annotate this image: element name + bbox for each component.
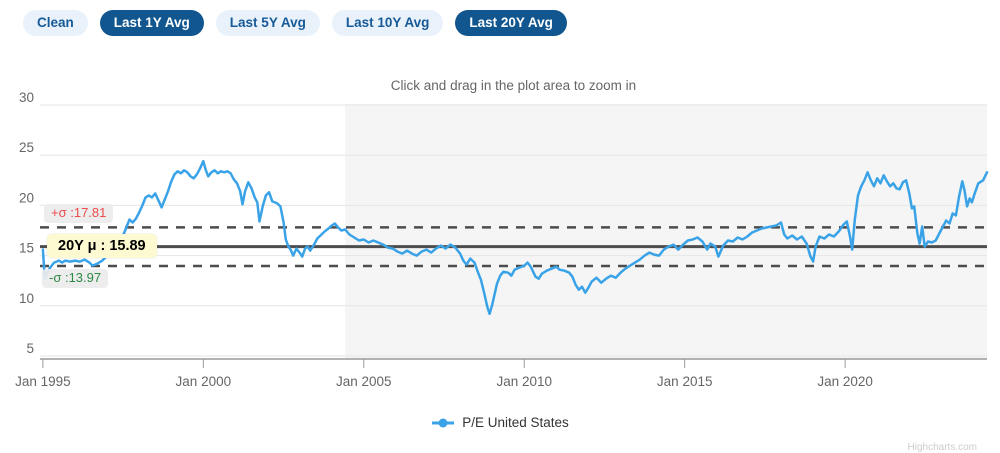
- toolbar-button-last-5y-avg[interactable]: Last 5Y Avg: [215, 10, 320, 37]
- chart-subtitle: Click and drag in the plot area to zoom …: [390, 78, 637, 93]
- y-axis-label: 5: [26, 341, 34, 356]
- legend-marker-icon: [432, 418, 455, 427]
- highcharts-credit-link[interactable]: Highcharts.com: [907, 442, 977, 453]
- legend-label: P/E United States: [462, 415, 569, 430]
- x-axis-label: Jan 2020: [817, 374, 873, 389]
- x-axis-label: Jan 2005: [336, 374, 392, 389]
- legend-item-pe-united-states[interactable]: P/E United States: [0, 415, 1000, 430]
- x-axis-label: Jan 1995: [15, 374, 71, 389]
- toolbar-button-last-10y-avg[interactable]: Last 10Y Avg: [331, 10, 444, 37]
- y-axis-label: 25: [19, 140, 34, 155]
- y-axis-label: 20: [19, 190, 34, 205]
- average-filter-toolbar: Clean Last 1Y Avg Last 5Y Avg Last 10Y Avg L…: [23, 10, 567, 37]
- y-axis-label: 15: [19, 241, 34, 256]
- plot-line-label-upper-sigma: +σ :17.81: [44, 204, 114, 224]
- x-axis-label: Jan 2015: [657, 374, 713, 389]
- toolbar-button-last-1y-avg[interactable]: Last 1Y Avg: [99, 10, 204, 37]
- plot-line-label-lower-sigma: -σ :13.97: [42, 268, 109, 288]
- toolbar-button-last-20y-avg[interactable]: Last 20Y Avg: [455, 10, 567, 37]
- toolbar-button-clean[interactable]: Clean: [23, 10, 88, 37]
- x-axis-label: Jan 2000: [176, 374, 232, 389]
- plot-band-last-20y: [345, 104, 987, 359]
- x-axis-label: Jan 2010: [496, 374, 552, 389]
- series-line-p-e-united-states[interactable]: [41, 159, 989, 316]
- y-axis-label: 30: [19, 90, 34, 105]
- y-axis-label: 10: [19, 291, 34, 306]
- plot-line-label-mean: 20Y μ : 15.89: [47, 233, 157, 259]
